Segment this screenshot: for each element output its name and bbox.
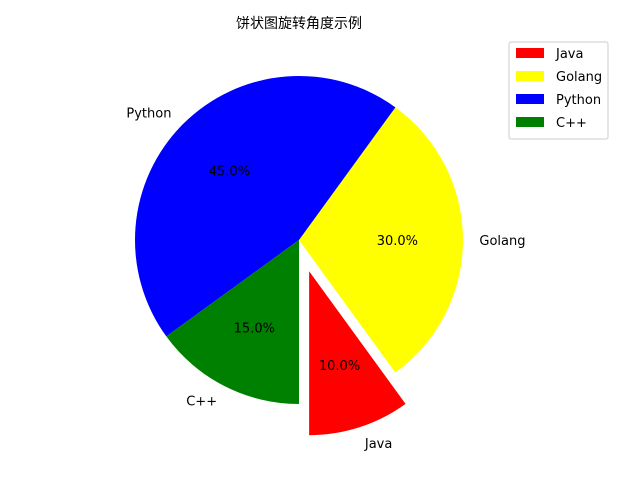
pie-slices	[135, 76, 463, 436]
category-label: Golang	[479, 234, 525, 249]
percent-label: 15.0%	[234, 322, 275, 337]
legend-swatch	[516, 48, 544, 58]
percent-label: 10.0%	[319, 359, 360, 374]
chart-title: 饼状图旋转角度示例	[236, 16, 362, 32]
percent-label: 30.0%	[377, 234, 418, 249]
pie-slice-python	[135, 76, 396, 337]
legend: Java Golang Python C++	[508, 41, 609, 140]
pie-labels: 10.0% Java 30.0% Golang 45.0% Python 15.0% C++	[126, 106, 525, 451]
legend-swatch	[516, 94, 544, 104]
pie-slice-java	[309, 271, 406, 436]
category-label: Python	[126, 106, 171, 121]
category-label: C++	[186, 395, 217, 410]
legend-label: Golang	[556, 70, 602, 85]
pie-slice-cplusplus	[166, 240, 299, 404]
legend-swatch	[516, 117, 544, 127]
legend-label: Python	[556, 93, 601, 108]
percent-label: 45.0%	[209, 164, 250, 179]
legend-label: C++	[556, 116, 587, 131]
legend-swatch	[516, 71, 544, 81]
legend-label: Java	[555, 47, 583, 62]
category-label: Java	[364, 437, 392, 452]
pie-slice-golang	[299, 107, 463, 373]
legend-box	[508, 41, 609, 140]
